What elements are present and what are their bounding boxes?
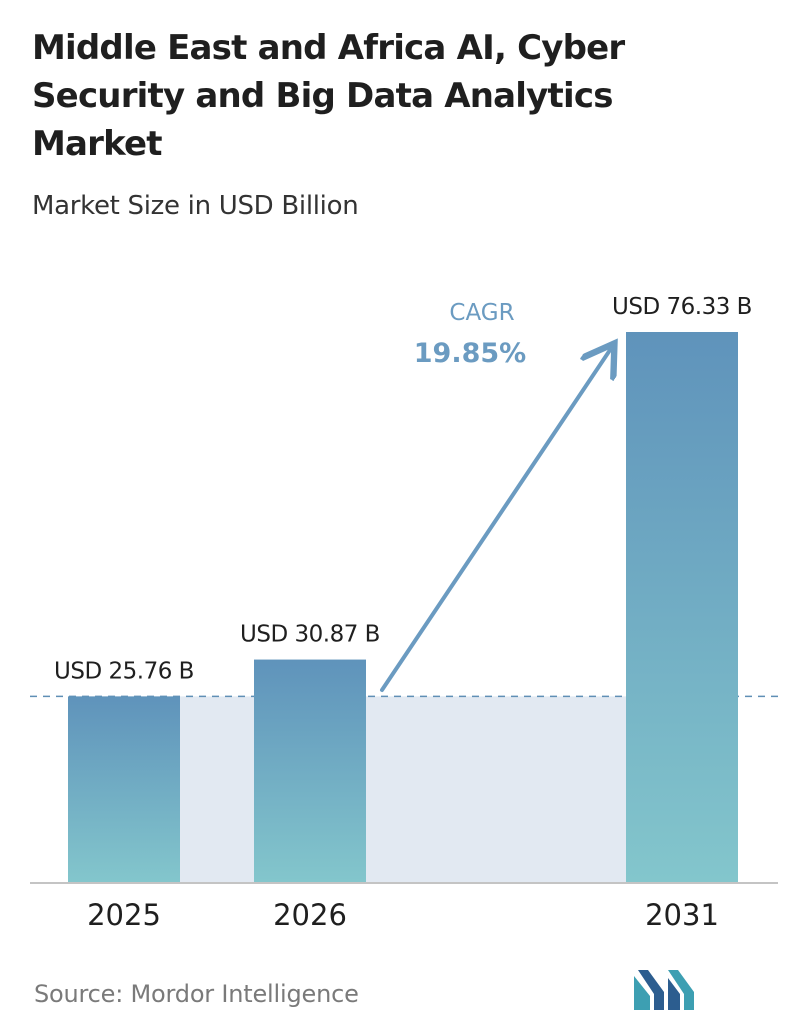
bar-2025 [68, 696, 180, 882]
chart-title: Middle East and Africa AI, Cyber Securit… [32, 28, 625, 164]
value-label-2031: USD 76.33 B [612, 294, 752, 320]
bars-group [68, 332, 738, 882]
chart-subtitle: Market Size in USD Billion [32, 191, 359, 221]
category-label-2026: 2026 [273, 898, 347, 932]
cagr-label: CAGR [449, 300, 514, 326]
bar-2026 [254, 659, 366, 882]
band [180, 696, 254, 882]
value-label-2026: USD 30.87 B [240, 622, 380, 648]
band [366, 696, 626, 882]
cagr-arrow [380, 350, 610, 692]
background-bands [180, 696, 626, 882]
cagr-value: 19.85% [414, 338, 526, 369]
category-label-2031: 2031 [645, 898, 719, 932]
bar-chart: USD 25.76 B 2025 USD 30.87 B 2026 USD 76.33 … [30, 294, 780, 932]
category-label-2025: 2025 [87, 898, 161, 932]
source-text: Source: Mordor Intelligence [34, 980, 359, 1008]
value-label-2025: USD 25.76 B [54, 658, 194, 684]
labels-group: USD 25.76 B 2025 USD 30.87 B 2026 USD 76.33 … [54, 294, 752, 932]
bar-2031 [626, 332, 738, 882]
mordor-intelligence-logo-icon [634, 970, 694, 1010]
